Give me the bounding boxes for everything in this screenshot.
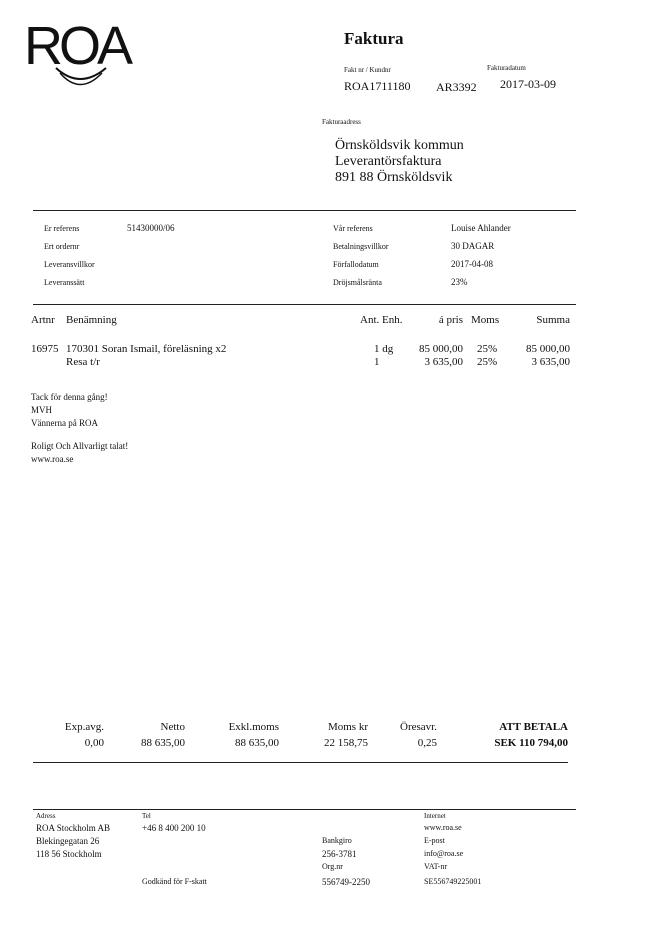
note: Vännerna på ROA: [31, 418, 98, 428]
col-artnr: Artnr: [31, 314, 55, 326]
footer-value: Blekingegatan 26: [36, 836, 100, 846]
ref-value: 23%: [451, 277, 468, 287]
row-vat: 25%: [477, 356, 498, 368]
ref-label: Betalningsvillkor: [333, 242, 389, 251]
note: Tack för denna gång!: [31, 392, 108, 402]
footer-value: Godkänd för F-skatt: [142, 877, 207, 886]
svg-text:ROA: ROA: [24, 18, 133, 76]
footer-label: E-post: [424, 836, 445, 845]
invoice-number: ROA1711180: [344, 79, 411, 93]
ref-label: Vår referens: [333, 224, 373, 233]
footer-value: 556749-2250: [322, 877, 370, 887]
row-qty: 1: [374, 356, 380, 368]
address-line: 891 88 Örnsköldsvik: [335, 170, 453, 185]
ref-label: Ert ordernr: [44, 242, 80, 251]
divider: [33, 809, 576, 810]
footer-label: Adress: [36, 812, 56, 820]
ref-value: 30 DAGAR: [451, 241, 495, 251]
row-price: 3 635,00: [424, 356, 464, 368]
footer-value: 256-3781: [322, 849, 357, 859]
ref-label: Dröjsmålsränta: [333, 278, 382, 287]
divider: [33, 304, 576, 305]
moms-label: Moms kr: [327, 721, 368, 733]
footer-value: +46 8 400 200 10: [142, 823, 206, 833]
note: MVH: [31, 405, 53, 415]
footer-label: VAT-nr: [424, 862, 448, 871]
footer-label: Org.nr: [322, 862, 343, 871]
divider: [33, 762, 568, 763]
netto-value: 88 635,00: [141, 737, 185, 749]
footer-value: www.roa.se: [424, 823, 462, 832]
ores-label: Öresavr.: [400, 721, 437, 733]
row-name: 170301 Soran Ismail, föreläsning x2: [66, 343, 227, 355]
invoice-date: 2017-03-09: [500, 77, 556, 91]
pay-label: ATT BETALA: [499, 721, 568, 733]
footer-label: Bankgiro: [322, 836, 352, 845]
ref-value: 2017-04-08: [451, 259, 493, 269]
ref-value: Louise Ahlander: [451, 223, 511, 233]
row-artnr: 16975: [31, 343, 59, 355]
col-sum: Summa: [536, 314, 570, 326]
website-note: www.roa.se: [31, 454, 74, 464]
note: Roligt Och Allvarligt talat!: [31, 441, 129, 451]
roa-logo: ROA: [24, 18, 137, 86]
netto-label: Netto: [160, 721, 185, 733]
ores-value: 0,25: [417, 737, 437, 749]
pay-total: SEK 110 794,00: [494, 737, 568, 749]
invoice-date-label: Fakturadatum: [487, 64, 526, 72]
address-line: Örnsköldsvik kommun: [335, 138, 464, 153]
footer-value: ROA Stockholm AB: [36, 823, 111, 833]
ref-value: 51430000/06: [127, 223, 175, 233]
col-qty: Ant. Enh.: [360, 314, 403, 326]
invoice-title: Faktura: [344, 29, 404, 48]
row-sum: 3 635,00: [531, 356, 571, 368]
row-name: Resa t/r: [66, 356, 100, 368]
divider: [33, 210, 576, 211]
exp-value: 0,00: [84, 737, 104, 749]
row-sum: 85 000,00: [526, 343, 570, 355]
exkl-value: 88 635,00: [235, 737, 279, 749]
exkl-label: Exkl.moms: [228, 721, 279, 733]
moms-value: 22 158,75: [324, 737, 368, 749]
ref-label: Förfallodatum: [333, 260, 379, 269]
invoice-number-label: Fakt nr / Kundnr: [344, 66, 391, 74]
ref-label: Leveranssätt: [44, 278, 85, 287]
exp-label: Exp.avg.: [64, 721, 104, 733]
row-price: 85 000,00: [419, 343, 463, 355]
footer-value: 118 56 Stockholm: [36, 849, 102, 859]
footer-value: info@roa.se: [424, 849, 464, 858]
address-label: Fakturaadress: [322, 118, 361, 126]
footer-label: Tel: [142, 812, 151, 820]
ref-label: Leveransvillkor: [44, 260, 95, 269]
col-vat: Moms: [471, 314, 500, 326]
footer-label: Internet: [424, 812, 446, 820]
col-price: á pris: [438, 314, 463, 326]
ref-label: Er referens: [44, 224, 80, 233]
customer-number: AR3392: [436, 80, 477, 94]
address-line: Leverantörsfaktura: [335, 154, 442, 169]
row-qty: 1 dg: [374, 343, 394, 355]
col-name: Benämning: [66, 314, 117, 326]
row-vat: 25%: [477, 343, 498, 355]
footer-value: SE556749225001: [424, 877, 482, 886]
